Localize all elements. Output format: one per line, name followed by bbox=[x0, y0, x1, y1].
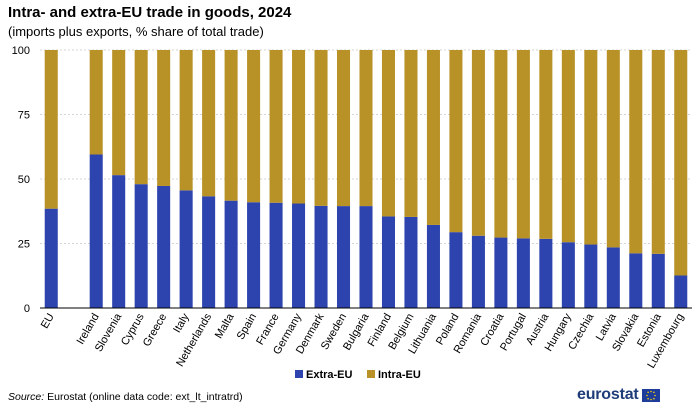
bar-extra-eu bbox=[269, 202, 283, 308]
bar-extra-eu bbox=[381, 216, 396, 308]
bar-extra-eu bbox=[651, 253, 665, 308]
bar-intra-eu bbox=[561, 50, 575, 243]
bar-extra-eu bbox=[44, 208, 58, 308]
bar-intra-eu bbox=[381, 50, 396, 217]
bar-extra-eu bbox=[202, 196, 216, 308]
bar-extra-eu bbox=[224, 200, 238, 308]
bar-extra-eu bbox=[471, 235, 485, 308]
bar-extra-eu bbox=[314, 205, 328, 308]
bar-extra-eu bbox=[359, 206, 373, 308]
source-label: Source: bbox=[8, 391, 45, 403]
bar-extra-eu bbox=[561, 242, 575, 308]
bar-intra-eu bbox=[134, 50, 148, 185]
source-note: Source: Eurostat (online data code: ext_… bbox=[8, 391, 243, 403]
bar-intra-eu bbox=[202, 50, 216, 197]
bar-extra-eu bbox=[134, 184, 148, 308]
bar-extra-eu bbox=[674, 275, 688, 308]
bar-intra-eu bbox=[359, 50, 373, 207]
source-text: Eurostat (online data code: ext_lt_intra… bbox=[47, 391, 243, 403]
bar-intra-eu bbox=[247, 50, 261, 203]
bar-extra-eu bbox=[336, 206, 351, 308]
bar-extra-eu bbox=[539, 238, 553, 308]
bar-intra-eu bbox=[404, 50, 418, 217]
chart-subtitle: (imports plus exports, % share of total … bbox=[8, 24, 264, 39]
bar-extra-eu bbox=[89, 154, 103, 308]
bar-intra-eu bbox=[89, 50, 103, 155]
bar-intra-eu bbox=[44, 50, 58, 209]
bar-intra-eu bbox=[584, 50, 598, 245]
x-tick-label: EU bbox=[39, 311, 57, 330]
bar-extra-eu bbox=[449, 232, 463, 308]
chart-title: Intra- and extra-EU trade in goods, 2024 bbox=[8, 4, 292, 21]
y-axis: 0 25 50 75 100 bbox=[12, 45, 30, 315]
legend-label: Extra-EU bbox=[306, 369, 353, 381]
x-tick-label: Italy bbox=[171, 311, 192, 335]
y-tick-label: 50 bbox=[18, 174, 30, 186]
legend: Extra-EU Intra-EU bbox=[295, 369, 421, 381]
bar-intra-eu bbox=[269, 50, 283, 203]
bar-extra-eu bbox=[157, 185, 171, 308]
eurostat-logo: eurostat bbox=[577, 386, 660, 404]
bars bbox=[44, 50, 688, 308]
bar-extra-eu bbox=[629, 253, 643, 308]
bar-intra-eu bbox=[449, 50, 463, 233]
y-tick-label: 0 bbox=[24, 303, 30, 315]
bar-intra-eu bbox=[606, 50, 620, 248]
bar-extra-eu bbox=[112, 175, 126, 308]
bar-extra-eu bbox=[426, 224, 440, 308]
bar-extra-eu bbox=[179, 190, 193, 308]
legend-label: Intra-EU bbox=[378, 369, 421, 381]
bar-intra-eu bbox=[179, 50, 193, 191]
legend-swatch bbox=[295, 370, 303, 378]
logo-text: eurostat bbox=[577, 386, 639, 403]
bar-intra-eu bbox=[292, 50, 306, 204]
bar-extra-eu bbox=[584, 244, 598, 308]
bar-intra-eu bbox=[629, 50, 643, 254]
bar-extra-eu bbox=[516, 238, 530, 308]
eu-flag-icon bbox=[641, 388, 660, 402]
bar-intra-eu bbox=[651, 50, 665, 254]
bar-extra-eu bbox=[404, 216, 418, 308]
bar-intra-eu bbox=[471, 50, 485, 236]
y-tick-label: 100 bbox=[12, 45, 30, 57]
bar-intra-eu bbox=[336, 50, 351, 207]
bar-intra-eu bbox=[224, 50, 238, 201]
bar-intra-eu bbox=[516, 50, 530, 239]
bar-intra-eu bbox=[494, 50, 508, 238]
y-tick-label: 25 bbox=[18, 239, 30, 251]
bar-extra-eu bbox=[606, 247, 620, 308]
bar-extra-eu bbox=[494, 237, 508, 308]
bar-intra-eu bbox=[539, 50, 553, 239]
bar-extra-eu bbox=[292, 203, 306, 308]
bar-intra-eu bbox=[157, 50, 171, 186]
legend-swatch bbox=[367, 370, 375, 378]
bar-intra-eu bbox=[674, 50, 688, 276]
bar-extra-eu bbox=[247, 202, 261, 308]
y-tick-label: 75 bbox=[18, 110, 30, 122]
bar-intra-eu bbox=[314, 50, 328, 206]
bar-intra-eu bbox=[426, 50, 440, 225]
bar-intra-eu bbox=[112, 50, 126, 176]
